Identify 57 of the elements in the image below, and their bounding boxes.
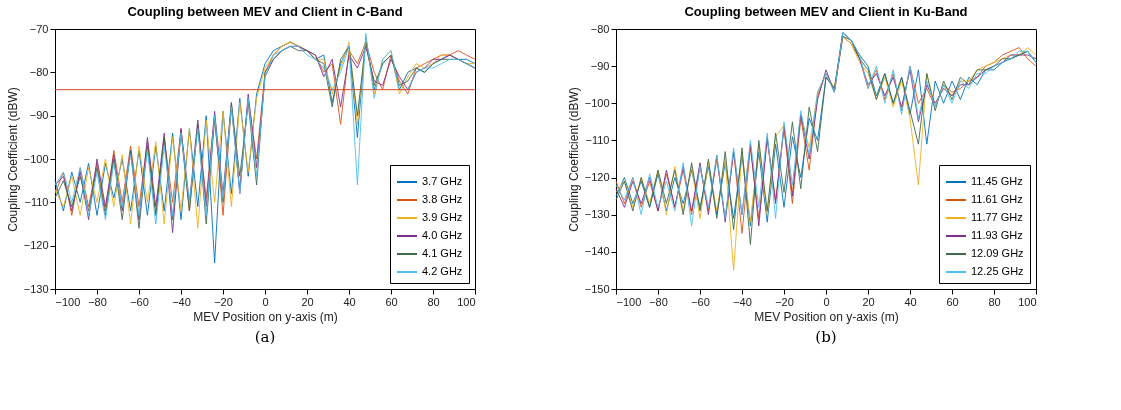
x-tick-label: 0 bbox=[823, 295, 830, 308]
legend-label: 4.0 GHz bbox=[422, 229, 463, 241]
x-tick-label: 60 bbox=[385, 295, 398, 308]
legend-label: 11.77 GHz bbox=[971, 211, 1023, 223]
x-tick-label: −20 bbox=[775, 295, 794, 308]
legend-label: 4.1 GHz bbox=[422, 247, 463, 259]
chart-title: Coupling between MEV and Client in Ku-Band bbox=[684, 4, 968, 19]
y-tick-label: −80 bbox=[29, 65, 49, 78]
y-tick-label: −110 bbox=[585, 133, 610, 146]
legend-label: 4.2 GHz bbox=[422, 265, 463, 277]
x-tick-label: 20 bbox=[301, 295, 314, 308]
y-tick-label: −100 bbox=[584, 96, 610, 109]
x-tick-label: 0 bbox=[262, 295, 269, 308]
x-tick-label: −100 bbox=[616, 295, 642, 308]
x-tick-label: 100 bbox=[1018, 295, 1037, 308]
y-tick-label: −80 bbox=[590, 22, 610, 35]
x-tick-label: 80 bbox=[988, 295, 1001, 308]
y-tick-label: −150 bbox=[584, 282, 610, 295]
x-tick-label: −60 bbox=[130, 295, 149, 308]
x-tick-label: 40 bbox=[904, 295, 917, 308]
legend-label: 11.93 GHz bbox=[971, 229, 1023, 241]
x-tick-label: −80 bbox=[88, 295, 107, 308]
y-tick-label: −70 bbox=[29, 22, 49, 35]
x-tick-label: 100 bbox=[457, 295, 476, 308]
x-tick-label: 40 bbox=[343, 295, 356, 308]
legend-label: 3.8 GHz bbox=[422, 193, 463, 205]
y-tick-label: −120 bbox=[584, 171, 610, 184]
y-axis-title: Coupling Coefficient (dBW) bbox=[5, 87, 20, 232]
x-tick-label: −100 bbox=[55, 295, 81, 308]
y-tick-label: −130 bbox=[23, 282, 49, 295]
legend-label: 12.25 GHz bbox=[971, 265, 1024, 277]
x-tick-label: −40 bbox=[733, 295, 752, 308]
y-tick-label: −120 bbox=[23, 239, 49, 252]
legend-label: 3.9 GHz bbox=[422, 211, 463, 223]
x-tick-label: −40 bbox=[172, 295, 191, 308]
legend-label: 12.09 GHz bbox=[971, 247, 1024, 259]
x-tick-label: −60 bbox=[691, 295, 710, 308]
y-axis-title: Coupling Coefficient (dBW) bbox=[566, 87, 581, 232]
x-tick-label: 60 bbox=[946, 295, 959, 308]
legend-label: 3.7 GHz bbox=[422, 175, 463, 187]
text: (b) bbox=[815, 328, 837, 346]
legend-label: 11.61 GHz bbox=[971, 193, 1023, 205]
y-tick-label: −90 bbox=[29, 109, 49, 122]
legend-label: 11.45 GHz bbox=[971, 175, 1023, 187]
x-tick-label: −20 bbox=[214, 295, 233, 308]
y-tick-label: −130 bbox=[584, 208, 610, 221]
y-tick-label: −100 bbox=[23, 152, 49, 165]
x-tick-label: 20 bbox=[862, 295, 875, 308]
y-tick-label: −90 bbox=[590, 59, 610, 72]
x-tick-label: 80 bbox=[427, 295, 440, 308]
y-tick-label: −110 bbox=[24, 195, 49, 208]
x-axis-title: MEV Position on y-axis (m) bbox=[754, 309, 899, 324]
y-tick-label: −140 bbox=[584, 245, 610, 258]
chart-title: Coupling between MEV and Client in C-Band bbox=[127, 4, 403, 19]
x-tick-label: −80 bbox=[649, 295, 668, 308]
text: (a) bbox=[254, 328, 276, 346]
x-axis-title: MEV Position on y-axis (m) bbox=[193, 309, 338, 324]
